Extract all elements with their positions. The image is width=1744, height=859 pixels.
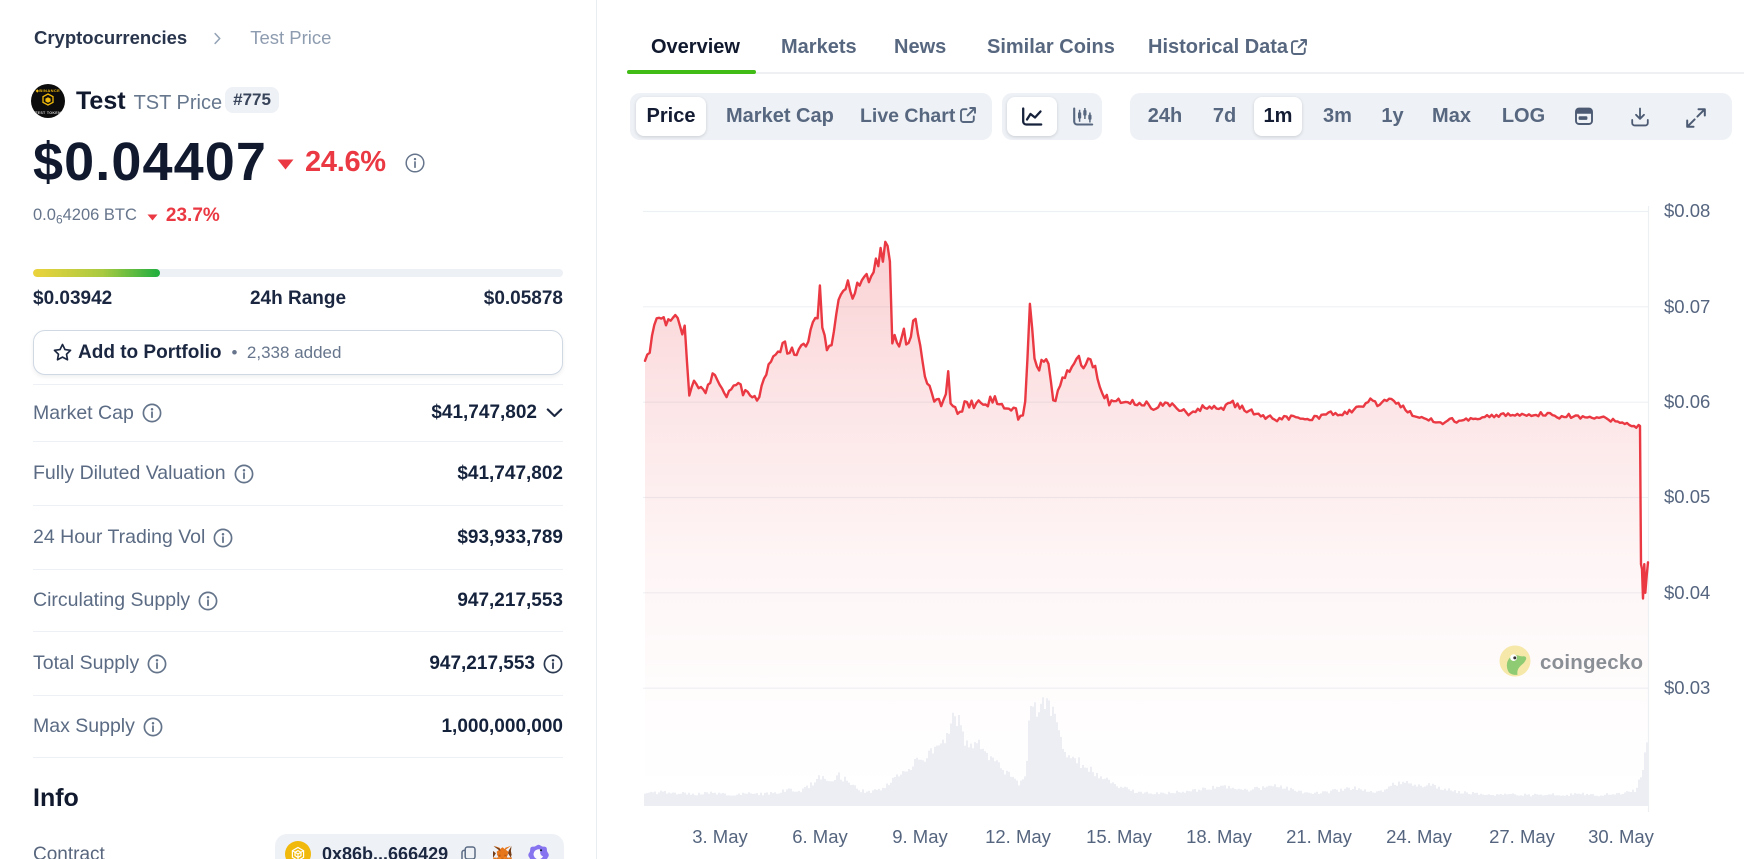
svg-text:coingecko: coingecko [1540,651,1643,674]
